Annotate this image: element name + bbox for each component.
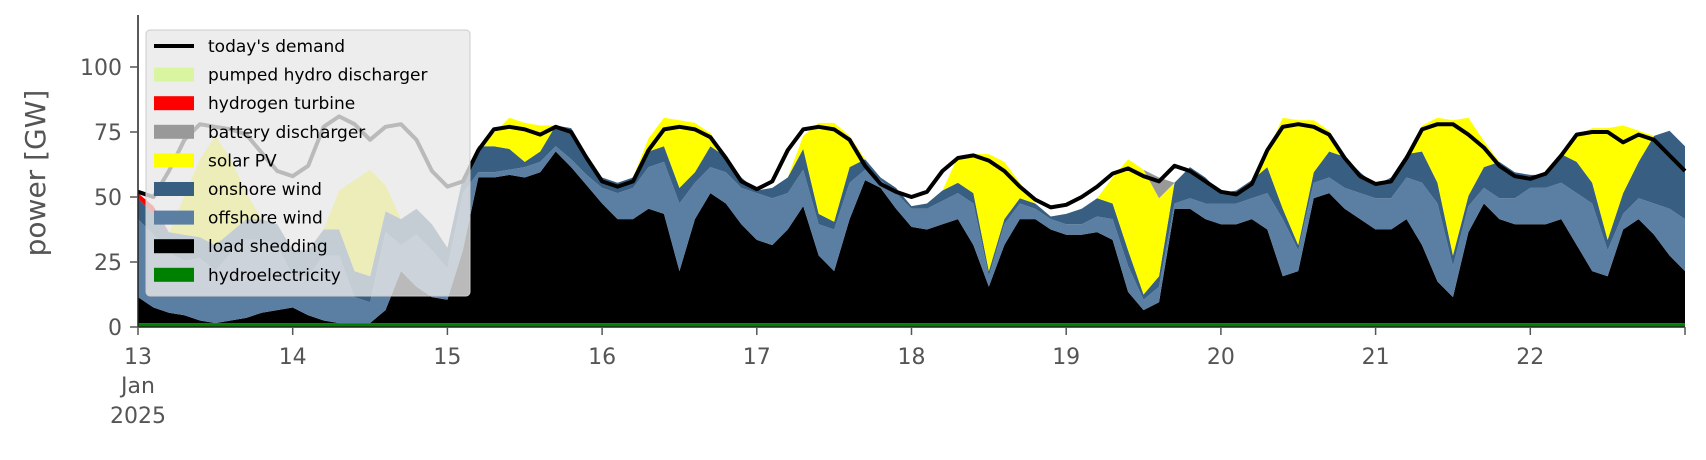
y-tick-label: 25 — [94, 251, 122, 276]
legend-swatch-solar-pv — [154, 153, 194, 168]
legend: today's demand pumped hydro discharger hyd… — [145, 29, 471, 297]
legend-swatch-pumped-hydro-discharger — [154, 67, 194, 82]
x-tick-label: 15 — [433, 345, 461, 370]
x-tick-label: 20 — [1207, 345, 1235, 370]
x-tick-label: 14 — [279, 345, 307, 370]
legend-label-today-s-demand: today's demand — [208, 37, 345, 57]
x-tick-sublabel: 2025 — [110, 404, 166, 429]
axes: 0 25 50 75 100 13 14 15 16 17 18 19 20 21 22 Jan 2025 — [80, 15, 1686, 429]
legend-swatch-hydrogen-turbine — [154, 96, 194, 111]
legend-swatch-onshore-wind — [154, 182, 194, 196]
y-axis-label: power [GW] — [19, 90, 52, 257]
legend-swatch-hydroelectricity — [154, 267, 194, 282]
legend-swatch-load-shedding — [154, 239, 194, 254]
legend-label-solar-pv: solar PV — [208, 151, 277, 171]
x-tick-label: 19 — [1052, 345, 1080, 370]
legend-label-hydrogen-turbine: hydrogen turbine — [208, 94, 355, 114]
legend-label-battery-discharger: battery discharger — [208, 123, 365, 143]
x-tick-label: 21 — [1362, 345, 1390, 370]
x-tick-label: 13 — [124, 345, 152, 370]
area-hydroelectricity — [138, 323, 1685, 327]
x-tick-label: 16 — [588, 345, 616, 370]
y-tick-label: 100 — [80, 56, 122, 81]
x-tick-label: 17 — [743, 345, 771, 370]
area-load-shedding — [138, 151, 1685, 324]
stacked-areas — [138, 117, 1685, 327]
legend-swatch-battery-discharger — [154, 124, 194, 139]
legend-box — [145, 29, 471, 297]
y-tick-label: 50 — [94, 186, 122, 211]
x-tick-sublabel: Jan — [119, 374, 155, 399]
x-tick-label: 22 — [1516, 345, 1544, 370]
y-tick-label: 75 — [94, 121, 122, 146]
y-tick-label: 0 — [108, 316, 122, 341]
legend-label-load-shedding: load shedding — [208, 237, 328, 257]
legend-label-onshore-wind: onshore wind — [208, 180, 322, 200]
legend-swatch-offshore-wind — [154, 210, 194, 225]
area-offshore-wind — [138, 146, 1685, 324]
area-solar-pv — [138, 117, 1685, 295]
legend-label-offshore-wind: offshore wind — [208, 209, 323, 229]
legend-label-pumped-hydro-discharger: pumped hydro discharger — [208, 66, 427, 86]
legend-label-hydroelectricity: hydroelectricity — [208, 266, 341, 286]
x-tick-label: 18 — [898, 345, 926, 370]
